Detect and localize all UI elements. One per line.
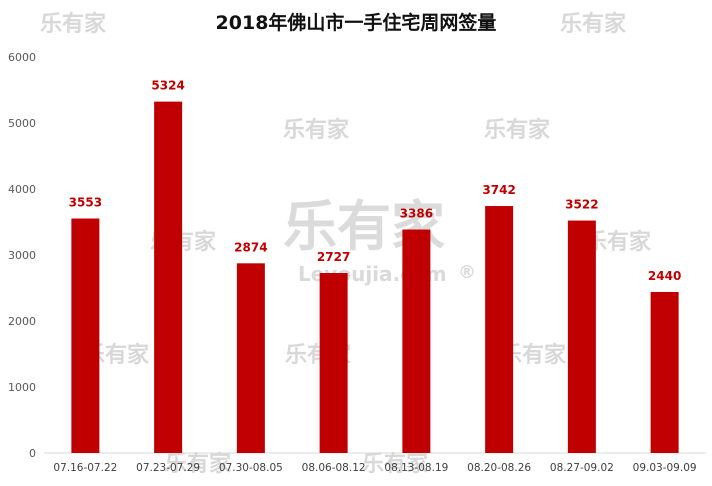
bar-08.13-08.19 [402,229,431,453]
x-tick-label: 08.13-08.19 [384,462,448,474]
x-tick-label: 07.30-08.05 [219,462,283,474]
x-tick-label: 07.16-07.22 [53,462,117,474]
data-label: 3522 [565,198,598,212]
bar-07.30-08.05 [236,263,265,453]
bar-08.06-08.12 [319,273,348,453]
data-label: 3386 [400,207,433,221]
x-tick-label: 09.03-09.09 [633,462,697,474]
bar-08.20-08.26 [485,206,514,453]
data-label: 2727 [317,250,350,264]
y-tick-label: 4000 [8,183,36,196]
data-label: 3742 [482,183,515,197]
bar-07.23-07.29 [154,101,183,453]
y-tick-label: 5000 [8,117,36,130]
data-label: 2874 [234,240,267,254]
y-tick-label: 2000 [8,315,36,328]
x-tick-label: 08.27-09.02 [550,462,614,474]
y-tick-label: 3000 [8,249,36,262]
bar-08.27-09.02 [567,220,596,453]
x-tick-label: 07.23-07.29 [136,462,200,474]
bar-07.16-07.22 [71,218,100,453]
y-tick-label: 0 [29,447,36,460]
data-label: 3553 [69,196,102,210]
chart-title: 2018年佛山市一手住宅周网签量 [215,12,497,34]
y-tick-label: 6000 [8,51,36,64]
x-tick-label: 08.06-08.12 [302,462,366,474]
bar-09.03-09.09 [650,291,679,453]
x-tick-label: 08.20-08.26 [467,462,531,474]
y-tick-label: 1000 [8,381,36,394]
data-label: 5324 [151,79,184,93]
data-label: 2440 [648,269,681,283]
